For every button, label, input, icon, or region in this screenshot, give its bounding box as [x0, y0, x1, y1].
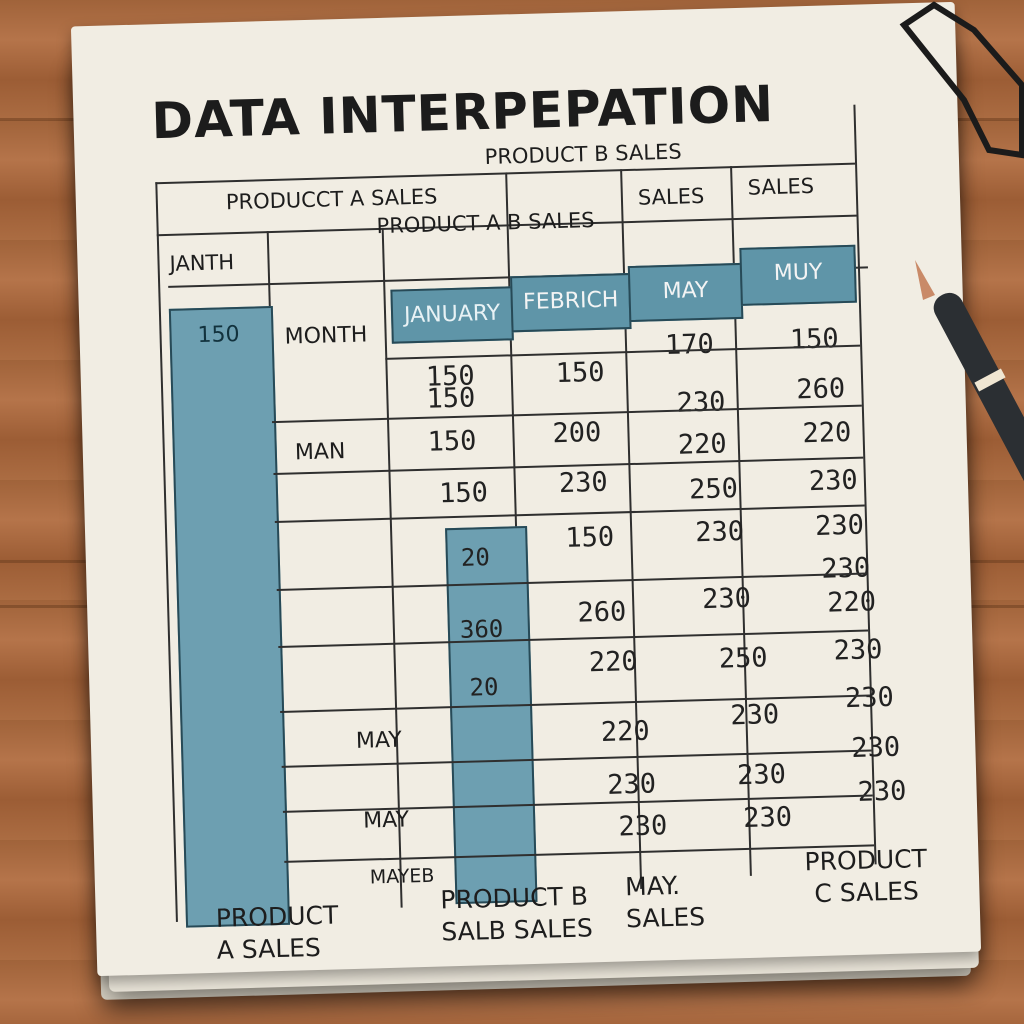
paper-sheet: DATA INTERPEPATION PRODUCCT A SALES PROD… — [70, 1, 982, 977]
cell-col4: 150 — [789, 323, 840, 356]
cell-col4: 230 — [814, 509, 865, 542]
cell-col4: 230 — [857, 775, 907, 808]
table-row-line — [274, 504, 865, 524]
cell-product-b: 230 — [618, 810, 668, 843]
header-top-3: SALES — [637, 183, 705, 210]
pen-icon — [915, 260, 1024, 492]
header-muy: MUY — [773, 259, 823, 286]
header-february: FEBRICH — [522, 287, 619, 316]
header-band-february: FEBRICH — [510, 273, 632, 333]
header-may: MAY — [662, 277, 709, 305]
cell-col3: 230 — [736, 758, 787, 792]
month-cell: MAY — [355, 727, 403, 754]
cell-col3: 220 — [677, 428, 728, 461]
month-cell: MAY — [362, 807, 410, 834]
table-row-line — [284, 844, 875, 863]
cell-product-b: 220 — [588, 645, 639, 679]
month-cell: MAN — [294, 439, 346, 466]
cell-blue-column: 20 — [460, 543, 491, 572]
cell-product-b: 230 — [558, 466, 609, 500]
header-top-1: PRODUCCT A SALES — [225, 184, 438, 215]
header-second-1: JANTH — [169, 250, 235, 276]
cell-col4: 230 — [850, 731, 901, 765]
footer-product-c: PRODUCT C SALES — [804, 843, 928, 909]
cell-col3: 250 — [718, 642, 769, 675]
cell-product-a: 150 — [438, 477, 489, 510]
cell-col3: 230 — [694, 515, 745, 549]
cell-col4: 220 — [826, 586, 877, 619]
month-header: MONTH — [284, 322, 368, 350]
header-january: JANUARY — [403, 300, 501, 329]
header-band-january: JANUARY — [390, 286, 514, 344]
table-row-line — [278, 629, 869, 648]
cell-col3: 230 — [676, 386, 726, 419]
cell-col4: 230 — [808, 464, 859, 498]
footer-product-b: PRODUCT B SALB SALES — [440, 881, 594, 947]
cell-blue-column: 20 — [469, 672, 499, 702]
cell-col4: 230 — [820, 552, 871, 585]
cell-product-b: 230 — [606, 768, 657, 801]
header-second-2: PRODUCT A B SALES — [376, 207, 595, 239]
cell-product-b: 200 — [552, 416, 602, 450]
cell-product-b: 260 — [577, 596, 627, 629]
cell-product-a: 150 150 — [425, 360, 476, 415]
cell-product-b: 150 — [564, 521, 615, 554]
left-blue-column — [168, 305, 291, 928]
cell-col4: 230 — [833, 634, 883, 667]
cell-col4: 230 — [844, 681, 895, 715]
left-column-top-value: 150 — [197, 321, 240, 349]
header-top-2: PRODUCT B SALES — [484, 139, 682, 170]
cell-product-a: 150 — [427, 425, 477, 458]
table-left-line — [155, 182, 178, 922]
cell-col3: 230 — [701, 582, 752, 616]
cell-product-b: 220 — [600, 715, 651, 748]
cell-product-b: 150 — [555, 356, 605, 390]
cell-col4: 220 — [802, 416, 852, 450]
month-cell: MAYEB — [369, 864, 435, 889]
cell-col3: 170 — [664, 328, 715, 362]
cell-col3: 230 — [729, 699, 780, 732]
cell-col4: 260 — [795, 373, 846, 406]
glasses-icon — [899, 1, 1024, 159]
table-row-line — [385, 344, 861, 360]
cell-col3: 250 — [688, 473, 739, 506]
header-band-may: MAY — [627, 262, 744, 323]
cell-col3: 230 — [742, 801, 793, 835]
header-band-muy: MUY — [739, 244, 857, 306]
header-top-4: SALES — [747, 173, 815, 200]
table-row-line — [280, 694, 870, 713]
table-row-line — [276, 572, 867, 591]
footer-may-sales: MAY. SALES — [624, 870, 706, 934]
footer-product-a: PRODUCT A SALES — [215, 900, 339, 965]
